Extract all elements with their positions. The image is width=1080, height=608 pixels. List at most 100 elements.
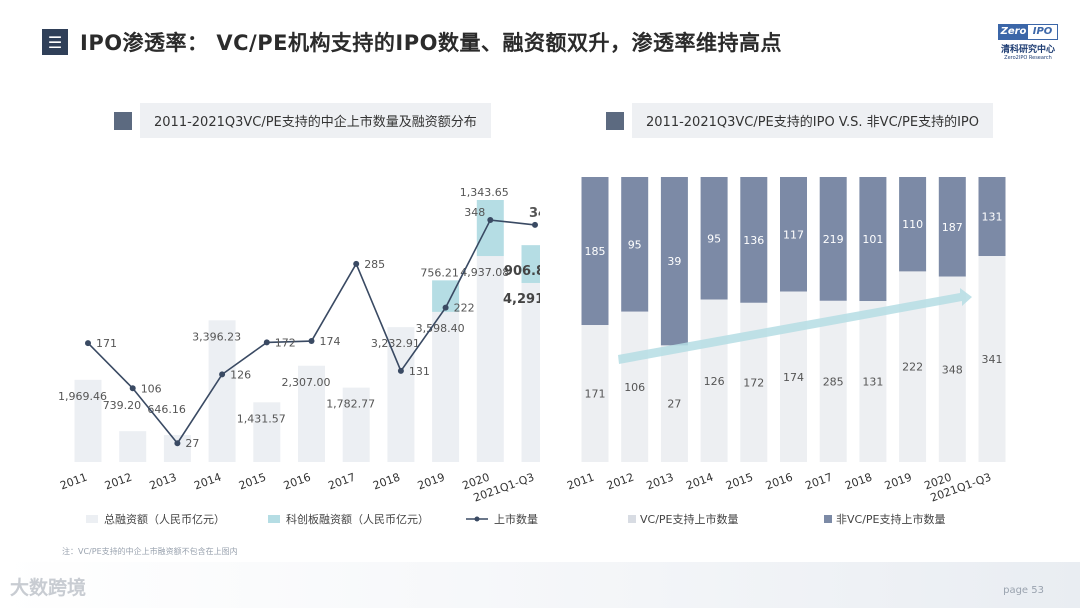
- count-point: [487, 217, 494, 224]
- vc-label: 171: [585, 388, 606, 401]
- legend-total-swatch: [86, 515, 98, 523]
- total-value-label: 1,431.57: [237, 412, 286, 425]
- x-tick-label: 2018: [843, 471, 874, 493]
- x-tick-label: 2012: [103, 471, 134, 493]
- star-bar: [521, 245, 540, 283]
- count-point: [442, 304, 449, 311]
- header-square-icon: [114, 111, 132, 130]
- logo-right: IPO: [1032, 26, 1053, 37]
- vc-bar: [660, 345, 688, 462]
- count-label: 131: [409, 365, 430, 378]
- vc-bar: [978, 256, 1006, 462]
- vc-label: 348: [942, 363, 963, 376]
- non-vc-bar: [978, 177, 1006, 257]
- star-value-label: 756.21: [420, 266, 459, 279]
- vc-label: 131: [862, 376, 883, 389]
- total-bar: [74, 379, 102, 462]
- logo-left: Zero: [999, 25, 1028, 39]
- non-vc-bar: [700, 177, 728, 300]
- zero2ipo-logo: Zero IPO 清科研究中心 Zero2IPO Research: [998, 24, 1058, 61]
- total-bar: [521, 282, 540, 462]
- total-bar: [208, 320, 236, 462]
- right-chart-title: 2011-2021Q3VC/PE支持的IPO V.S. 非VC/PE支持的IPO: [632, 103, 993, 138]
- total-value-label: 739.20: [103, 399, 142, 412]
- legend-non-swatch: [824, 515, 832, 523]
- count-point: [85, 340, 91, 347]
- page-value: 53: [1031, 585, 1044, 596]
- vc-label: 172: [743, 376, 764, 389]
- total-bar: [342, 387, 370, 462]
- total-bar: [432, 311, 460, 462]
- non-vc-label: 110: [902, 218, 923, 231]
- x-tick-label: 2015: [237, 471, 268, 493]
- vc-label: 27: [667, 398, 681, 411]
- non-vc-label: 131: [982, 211, 1003, 224]
- x-tick-label: 2015: [724, 471, 755, 493]
- count-point: [397, 367, 404, 374]
- legend-vc-swatch: [628, 515, 636, 523]
- x-tick-label: 2013: [148, 471, 179, 493]
- non-vc-bar: [859, 177, 887, 302]
- x-tick-label: 2017: [326, 471, 357, 493]
- total-bar: [253, 402, 281, 462]
- total-value-label: 2,307.00: [282, 376, 331, 389]
- count-label: 171: [96, 337, 117, 350]
- vc-bar: [859, 301, 887, 462]
- total-value-label: 1,969.46: [58, 390, 107, 403]
- menu-icon[interactable]: ☰: [42, 29, 68, 55]
- vc-label: 341: [982, 353, 1003, 366]
- x-tick-label: 2012: [605, 471, 636, 493]
- page-label: page: [1003, 585, 1029, 596]
- x-tick-label: 2019: [883, 471, 914, 493]
- page-title: IPO渗透率： VC/PE机构支持的IPO数量、融资额双升，渗透率维持高点: [80, 31, 782, 55]
- x-tick-label: 2016: [282, 471, 313, 493]
- page-number: page 53: [1003, 585, 1044, 596]
- vc-label: 126: [704, 375, 725, 388]
- total-value-label: 3,232.91: [371, 337, 420, 350]
- vc-label: 222: [902, 361, 923, 374]
- left-chart-header: 2011-2021Q3VC/PE支持的中企上市数量及融资额分布: [114, 103, 491, 138]
- count-label: 126: [230, 368, 251, 381]
- count-point: [263, 339, 270, 346]
- star-value-label: 906.87: [504, 264, 540, 279]
- watermark: 大数跨境: [10, 577, 87, 599]
- x-tick-label: 2014: [684, 471, 715, 493]
- vc-bar: [780, 291, 807, 462]
- vc-label: 174: [783, 371, 804, 384]
- count-point: [308, 338, 315, 345]
- footnote: 注：VC/PE支持的中企上市融资额不包含在上图内: [62, 547, 238, 556]
- right-chart-header: 2011-2021Q3VC/PE支持的IPO V.S. 非VC/PE支持的IPO: [606, 103, 993, 138]
- count-point: [219, 371, 226, 378]
- vc-bar: [581, 325, 609, 462]
- count-label: 348: [464, 206, 485, 219]
- vc-label: 285: [823, 375, 844, 388]
- non-vc-label: 117: [783, 228, 804, 241]
- count-point: [353, 260, 360, 267]
- x-tick-label: 2011: [58, 471, 89, 493]
- count-label: 172: [275, 336, 296, 349]
- total-value-label: 3,396.23: [192, 330, 241, 343]
- count-label: 174: [320, 335, 341, 348]
- header-square-icon: [606, 111, 624, 130]
- logo-en: Zero2IPO Research: [1004, 55, 1052, 61]
- non-vc-label: 185: [585, 245, 606, 258]
- total-bar: [119, 431, 147, 462]
- non-vc-label: 136: [743, 234, 764, 247]
- non-vc-bar: [621, 177, 649, 312]
- legend-vc: VC/PE支持上市数量: [640, 512, 739, 526]
- total-bar: [298, 365, 325, 462]
- total-value-label: 4,291.74: [503, 292, 540, 307]
- count-label: 222: [454, 302, 475, 315]
- non-vc-label: 95: [707, 232, 721, 245]
- total-bar: [476, 256, 504, 462]
- x-tick-label: 2013: [645, 471, 676, 493]
- total-value-label: 1,782.77: [326, 398, 375, 411]
- count-label: 106: [141, 382, 162, 395]
- star-value-label: 1,343.65: [460, 186, 509, 199]
- legend-star: 科创板融资额（人民币亿元）: [286, 512, 429, 526]
- non-vc-bar: [660, 177, 688, 346]
- non-vc-bar: [581, 177, 609, 326]
- total-value-label: 4,937.08: [460, 266, 509, 279]
- footer-band: [0, 562, 1080, 608]
- x-tick-label: 2018: [371, 471, 402, 493]
